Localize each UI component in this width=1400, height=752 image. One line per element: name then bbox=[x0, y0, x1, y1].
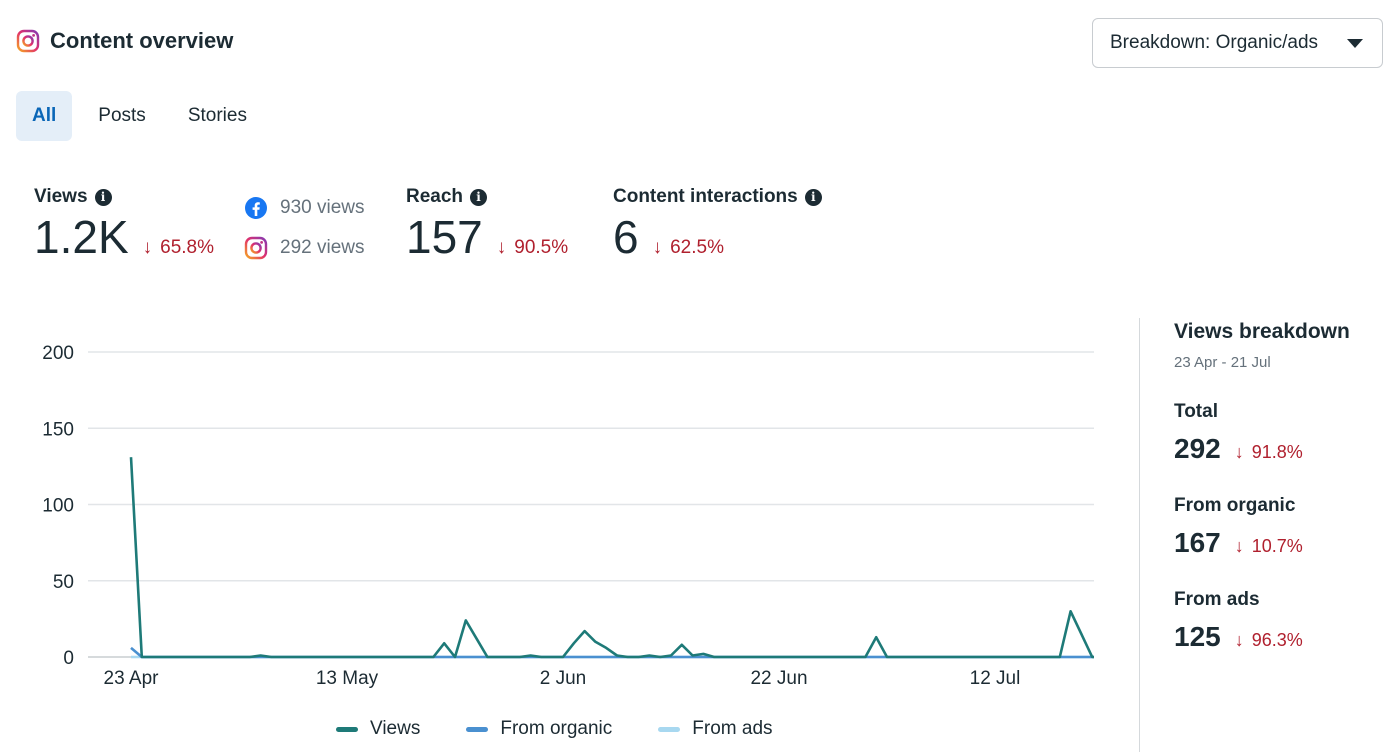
reach-metric: Reach i 157 ↓ 90.5% bbox=[406, 186, 568, 260]
instagram-icon bbox=[244, 236, 268, 260]
series-line-views[interactable] bbox=[129, 457, 1094, 659]
views-breakdown-title: Views breakdown bbox=[1174, 320, 1350, 343]
arrow-down-icon: ↓ bbox=[1234, 442, 1244, 462]
chart-legend: Views From organic From ads bbox=[336, 718, 819, 740]
header: Content overview bbox=[16, 28, 233, 54]
total-value: 292 bbox=[1174, 433, 1221, 464]
instagram-views: 292 views bbox=[244, 236, 365, 260]
y-tick-label: 50 bbox=[53, 572, 74, 593]
reach-change: ↓ 90.5% bbox=[496, 237, 569, 258]
arrow-down-icon: ↓ bbox=[1234, 630, 1244, 650]
organic-change: ↓ 10.7% bbox=[1234, 536, 1303, 556]
reach-value: 157 bbox=[406, 211, 483, 263]
views-label: Views bbox=[34, 186, 88, 207]
breakdown-label: Breakdown: Organic/ads bbox=[1110, 32, 1319, 53]
tab-stories[interactable]: Stories bbox=[187, 105, 247, 126]
y-tick-label: 150 bbox=[42, 419, 74, 440]
ads-change: ↓ 96.3% bbox=[1234, 630, 1303, 650]
y-tick-label: 0 bbox=[63, 648, 74, 669]
instagram-icon bbox=[16, 29, 40, 53]
legend-item-views[interactable]: Views bbox=[336, 718, 420, 740]
ads-block: From ads 125 ↓ 96.3% bbox=[1174, 589, 1303, 652]
info-icon[interactable]: i bbox=[804, 188, 822, 206]
organic-value: 167 bbox=[1174, 527, 1221, 558]
divider bbox=[1139, 318, 1140, 752]
legend-item-organic[interactable]: From organic bbox=[466, 718, 612, 740]
page-title: Content overview bbox=[50, 28, 234, 53]
views-breakdown-panel: Views breakdown 23 Apr - 21 Jul Total 29… bbox=[1174, 320, 1394, 653]
breakdown-dropdown[interactable]: Breakdown: Organic/ads bbox=[1092, 18, 1383, 68]
x-tick-label: 22 Jun bbox=[750, 668, 807, 689]
views-metric: Views i 1.2K ↓ 65.8% bbox=[34, 186, 214, 260]
total-change: ↓ 91.8% bbox=[1234, 442, 1303, 462]
views-change: ↓ 65.8% bbox=[142, 237, 215, 258]
arrow-down-icon: ↓ bbox=[652, 237, 663, 258]
ads-value: 125 bbox=[1174, 621, 1221, 652]
facebook-icon bbox=[245, 197, 267, 219]
interactions-metric: Content interactions i 6 ↓ 62.5% bbox=[613, 186, 822, 260]
legend-swatch bbox=[336, 726, 358, 732]
x-tick-label: 23 Apr bbox=[104, 668, 160, 689]
legend-item-ads[interactable]: From ads bbox=[658, 718, 773, 740]
arrow-down-icon: ↓ bbox=[496, 237, 507, 258]
caret-down-icon bbox=[1347, 39, 1363, 48]
info-icon[interactable]: i bbox=[94, 188, 112, 206]
legend-swatch bbox=[466, 726, 489, 732]
info-icon[interactable]: i bbox=[470, 188, 488, 206]
views-line-chart[interactable]: 0 50 100 150 200 23 Apr 13 May 2 Jun 22 Jun 12 Ju… bbox=[0, 320, 1120, 720]
views-value: 1.2K bbox=[34, 211, 129, 263]
arrow-down-icon: ↓ bbox=[142, 237, 153, 258]
interactions-label: Content interactions bbox=[613, 186, 798, 207]
organic-block: From organic 167 ↓ 10.7% bbox=[1174, 495, 1303, 558]
interactions-change: ↓ 62.5% bbox=[652, 237, 724, 258]
legend-swatch bbox=[658, 726, 681, 732]
total-block: Total 292 ↓ 91.8% bbox=[1174, 401, 1303, 464]
facebook-views: 930 views bbox=[244, 196, 365, 220]
tab-all[interactable]: All bbox=[16, 91, 73, 141]
y-tick-label: 100 bbox=[42, 496, 74, 517]
views-chart: 0 50 100 150 200 23 Apr 13 May 2 Jun 22 Jun 12 Ju… bbox=[0, 320, 1120, 752]
arrow-down-icon: ↓ bbox=[1234, 536, 1244, 556]
tab-posts[interactable]: Posts bbox=[98, 105, 146, 126]
x-tick-label: 12 Jul bbox=[970, 668, 1021, 689]
x-tick-label: 13 May bbox=[316, 668, 379, 689]
interactions-value: 6 bbox=[613, 211, 639, 263]
content-tabs: All Posts Stories bbox=[16, 91, 273, 141]
reach-label: Reach bbox=[406, 186, 464, 207]
x-tick-label: 2 Jun bbox=[540, 668, 586, 689]
date-range: 23 Apr - 21 Jul bbox=[1174, 354, 1271, 371]
y-tick-label: 200 bbox=[42, 343, 74, 364]
